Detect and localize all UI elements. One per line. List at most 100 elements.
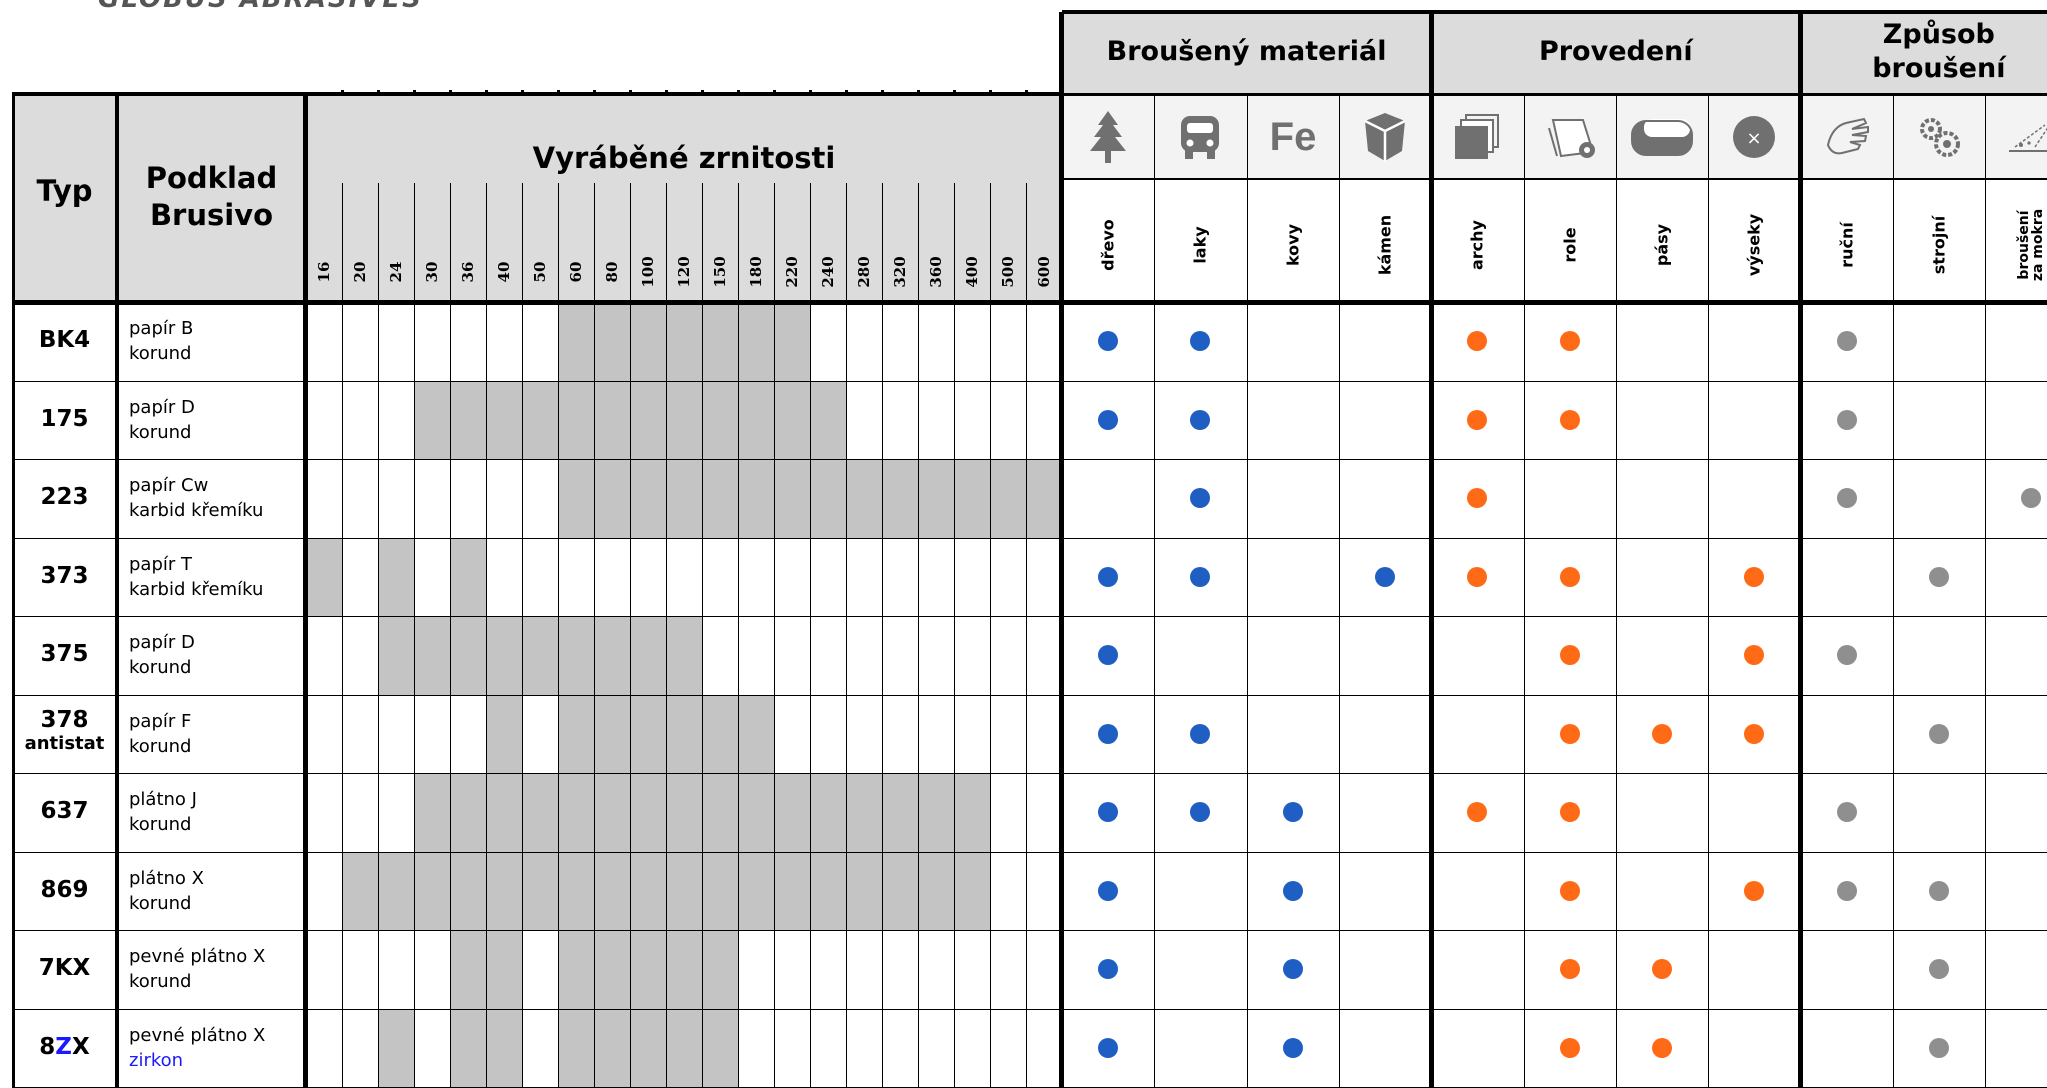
grit-available-cell (414, 380, 450, 459)
grit-tick (665, 90, 668, 94)
column-label-0: dřevo (1098, 219, 1118, 271)
grit-header-column-line (702, 183, 703, 302)
grit-available-cell (918, 851, 954, 930)
backing-text: papír T (129, 553, 192, 575)
availability-dot (1836, 645, 1857, 666)
grit-label: 320 (891, 256, 909, 288)
availability-dot (1282, 802, 1303, 823)
grit-label: 80 (603, 261, 621, 283)
wet-icon (1985, 94, 2047, 179)
type-code-text: 223 (40, 484, 89, 510)
grit-available-cell (522, 851, 558, 930)
grit-tick (485, 90, 488, 94)
grit-label: 60 (567, 261, 585, 283)
grit-tick (989, 90, 992, 94)
grit-available-cell (378, 851, 414, 930)
backing-text: plátno X (129, 867, 204, 889)
backing-abrasive-cell: pevné plátno X zirkon (129, 1023, 265, 1073)
backing-abrasive-cell: papír Cw karbid křemíku (129, 473, 263, 523)
grit-available-cell (738, 773, 774, 852)
availability-dot (1559, 566, 1580, 587)
typ-header-cell (12, 94, 117, 302)
grit-available-cell (342, 851, 378, 930)
availability-dot (1928, 880, 1949, 901)
grit-available-cell (594, 459, 630, 538)
type-code-text: 637 (40, 798, 89, 824)
grit-available-cell (666, 930, 702, 1009)
zpusob-group-heading: Způsob broušení (1800, 18, 2047, 86)
grit-available-cell (522, 616, 558, 695)
grit-available-cell (594, 694, 630, 773)
column-label-10: broušení za mokra (2016, 209, 2046, 281)
grit-available-cell (486, 1008, 522, 1087)
grit-area-left-border (303, 94, 308, 1087)
grit-available-cell (702, 459, 738, 538)
grit-tick (1025, 90, 1028, 94)
abrasive-text: korund (129, 971, 192, 992)
availability-dot (1098, 409, 1119, 430)
grit-header-column-line (918, 183, 919, 302)
availability-dot (1282, 959, 1303, 980)
grit-tick (809, 90, 812, 94)
availability-dot (1928, 959, 1949, 980)
type-code-part: X (71, 1033, 90, 1060)
availability-dot (1190, 566, 1211, 587)
grit-label: 120 (675, 256, 693, 288)
availability-dot (1282, 880, 1303, 901)
type-code: 869 (12, 877, 117, 904)
column-label-1: laky (1190, 226, 1210, 264)
grit-header-column-line (558, 183, 559, 302)
availability-dot (1744, 566, 1765, 587)
type-code: 175 (12, 406, 117, 433)
type-code: 7KX (12, 955, 117, 982)
row-line (12, 851, 2047, 853)
grit-available-cell (594, 380, 630, 459)
column-label-7: výseky (1744, 213, 1764, 277)
grit-available-cell (846, 459, 882, 538)
column-label-9: strojní (1929, 215, 1949, 275)
type-code-text: 175 (40, 405, 89, 432)
grit-available-cell (810, 851, 846, 930)
grit-available-cell (378, 1008, 414, 1087)
type-code-text: 869 (40, 876, 89, 903)
availability-dot (1559, 1037, 1580, 1058)
grit-tick (557, 90, 560, 94)
grit-tick (449, 90, 452, 94)
availability-dot (1559, 880, 1580, 901)
grit-available-cell (810, 459, 846, 538)
availability-dot (1098, 723, 1119, 744)
attribute-column-line (1523, 94, 1525, 1087)
grit-available-cell (486, 616, 522, 695)
availability-dot (1559, 409, 1580, 430)
row-line (12, 459, 2047, 460)
grit-available-cell (450, 773, 486, 852)
grit-tick (629, 90, 632, 94)
availability-dot (1559, 959, 1580, 980)
availability-dot (1651, 959, 1672, 980)
grit-available-cell (558, 930, 594, 1009)
vehicle-icon (1154, 94, 1246, 179)
grit-available-cell (846, 773, 882, 852)
availability-dot (1282, 1037, 1303, 1058)
grit-tick (701, 90, 704, 94)
podklad-header-cell (117, 94, 306, 302)
grit-tick (881, 90, 884, 94)
header-bottom-border (12, 300, 2047, 305)
attribute-area-top-border (1062, 10, 2047, 14)
grit-header-column-line (774, 183, 775, 302)
type-code-subtitle: antistat (24, 732, 105, 754)
provedeni-group-heading: Provedení (1538, 36, 1693, 67)
material-group-heading: Broušený materiál (1106, 36, 1387, 67)
grit-available-cell (738, 380, 774, 459)
attribute-column-line (1338, 94, 1340, 1087)
column-label-2: kovy (1283, 223, 1303, 267)
row-line (12, 537, 2047, 539)
grit-available-cell (666, 851, 702, 930)
grit-available-cell (558, 773, 594, 852)
grit-available-cell (630, 380, 666, 459)
grit-available-cell (918, 773, 954, 852)
type-code-text: BK4 (38, 327, 91, 353)
grit-tick (737, 90, 740, 94)
grit-available-cell (594, 1008, 630, 1087)
grit-available-cell (630, 1008, 666, 1087)
